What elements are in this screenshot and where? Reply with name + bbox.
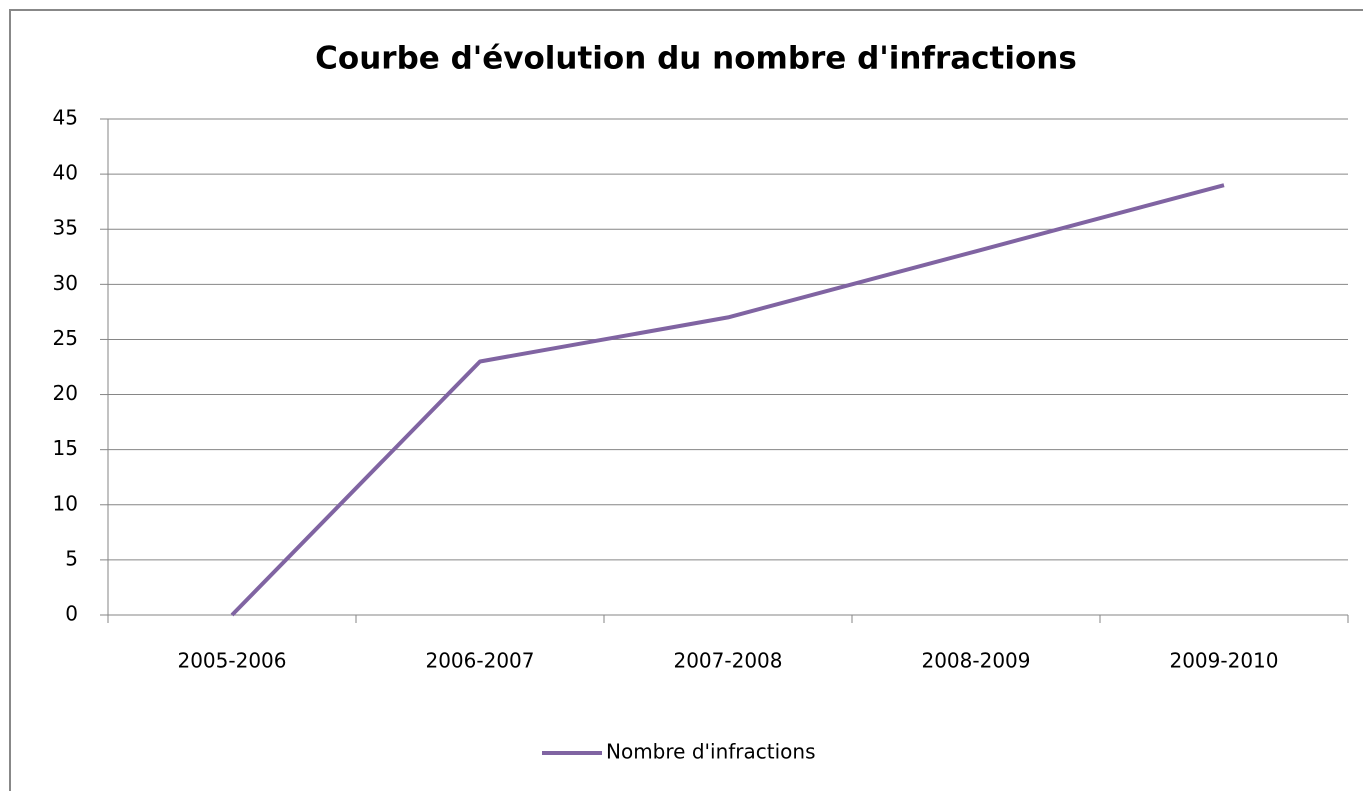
y-tick-label: 0: [65, 602, 78, 626]
chart-frame: [9, 9, 1363, 791]
y-tick-label: 15: [53, 436, 78, 460]
legend-label: Nombre d'infractions: [606, 740, 816, 764]
y-tick-label: 30: [53, 271, 78, 295]
x-tick-label: 2008-2009: [921, 649, 1030, 673]
y-tick-label: 20: [53, 381, 78, 405]
x-tick-label: 2009-2010: [1169, 649, 1278, 673]
y-tick-label: 10: [53, 491, 78, 515]
y-tick-label: 5: [65, 546, 78, 570]
x-tick-label: 2007-2008: [673, 649, 782, 673]
y-tick-label: 45: [53, 106, 78, 130]
y-tick-label: 35: [53, 216, 78, 240]
series-line: [230, 183, 1225, 617]
y-tick-label: 40: [53, 161, 78, 185]
chart-title: Courbe d'évolution du nombre d'infractio…: [315, 41, 1077, 77]
y-tick-label: 25: [53, 326, 78, 350]
x-tick-label: 2006-2007: [425, 649, 534, 673]
x-tick-label: 2005-2006: [177, 649, 286, 673]
